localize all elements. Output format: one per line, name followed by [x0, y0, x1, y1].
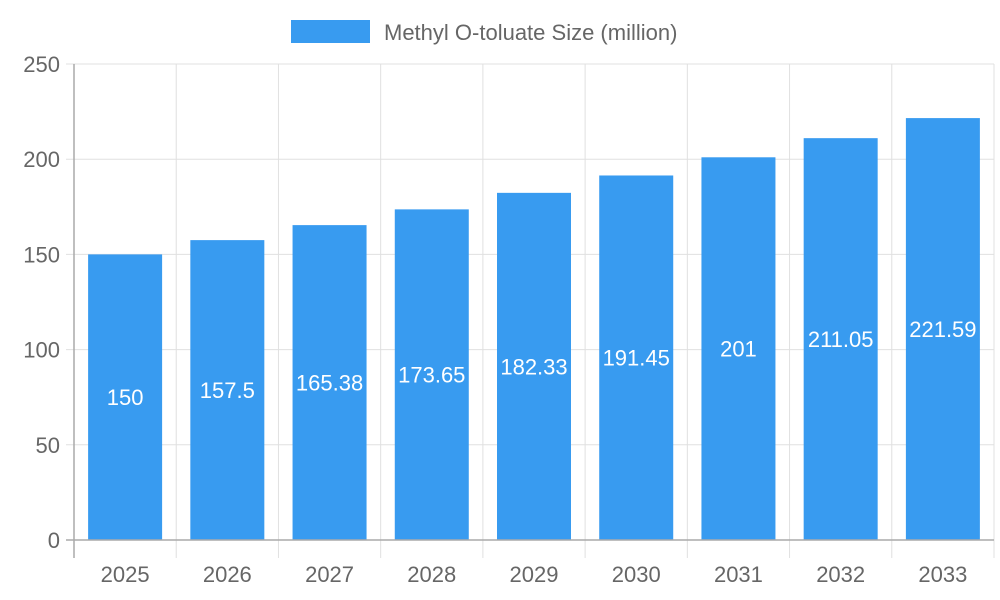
x-tick-label: 2026 [203, 562, 252, 587]
x-tick-label: 2029 [510, 562, 559, 587]
bar [905, 118, 980, 540]
x-tick-label: 2025 [101, 562, 150, 587]
bar [190, 240, 265, 540]
legend-swatch [291, 20, 370, 43]
legend[interactable]: Methyl O-toluate Size (million) [291, 20, 677, 45]
y-tick-label: 150 [23, 242, 60, 267]
data-label: 221.59 [909, 317, 976, 342]
bar [701, 157, 776, 540]
data-label: 182.33 [500, 354, 567, 379]
legend-label: Methyl O-toluate Size (million) [384, 20, 677, 45]
x-tick-label: 2028 [407, 562, 456, 587]
data-label: 157.5 [200, 378, 255, 403]
bar [292, 225, 367, 540]
bar [497, 192, 571, 540]
bar [394, 209, 469, 540]
x-tick-label: 2033 [918, 562, 967, 587]
grid [66, 63, 995, 558]
data-label: 211.05 [808, 327, 874, 352]
data-label: 173.65 [398, 363, 465, 388]
x-tick-label: 2031 [714, 562, 763, 587]
x-tick-label: 2032 [816, 562, 865, 587]
data-label: 165.38 [296, 371, 363, 396]
data-label: 150 [107, 385, 144, 410]
bars: 150 157.5 165.38 173.65 182.33 191.45 201 211.0… [88, 118, 980, 541]
data-label: 201 [720, 337, 757, 362]
y-tick-label: 100 [23, 338, 60, 363]
axes: 0 50 100 150 200 250 2025 2026 2027 2028 2029 2030 2… [23, 52, 994, 587]
y-tick-label: 50 [36, 433, 60, 458]
bar [599, 175, 674, 541]
y-tick-label: 200 [23, 147, 60, 172]
x-tick-label: 2030 [612, 562, 661, 587]
bar [88, 254, 163, 540]
y-tick-label: 250 [23, 52, 60, 77]
y-tick-label: 0 [48, 528, 60, 553]
x-tick-label: 2027 [305, 562, 354, 587]
data-label: 191.45 [603, 346, 670, 371]
bar [803, 138, 878, 540]
